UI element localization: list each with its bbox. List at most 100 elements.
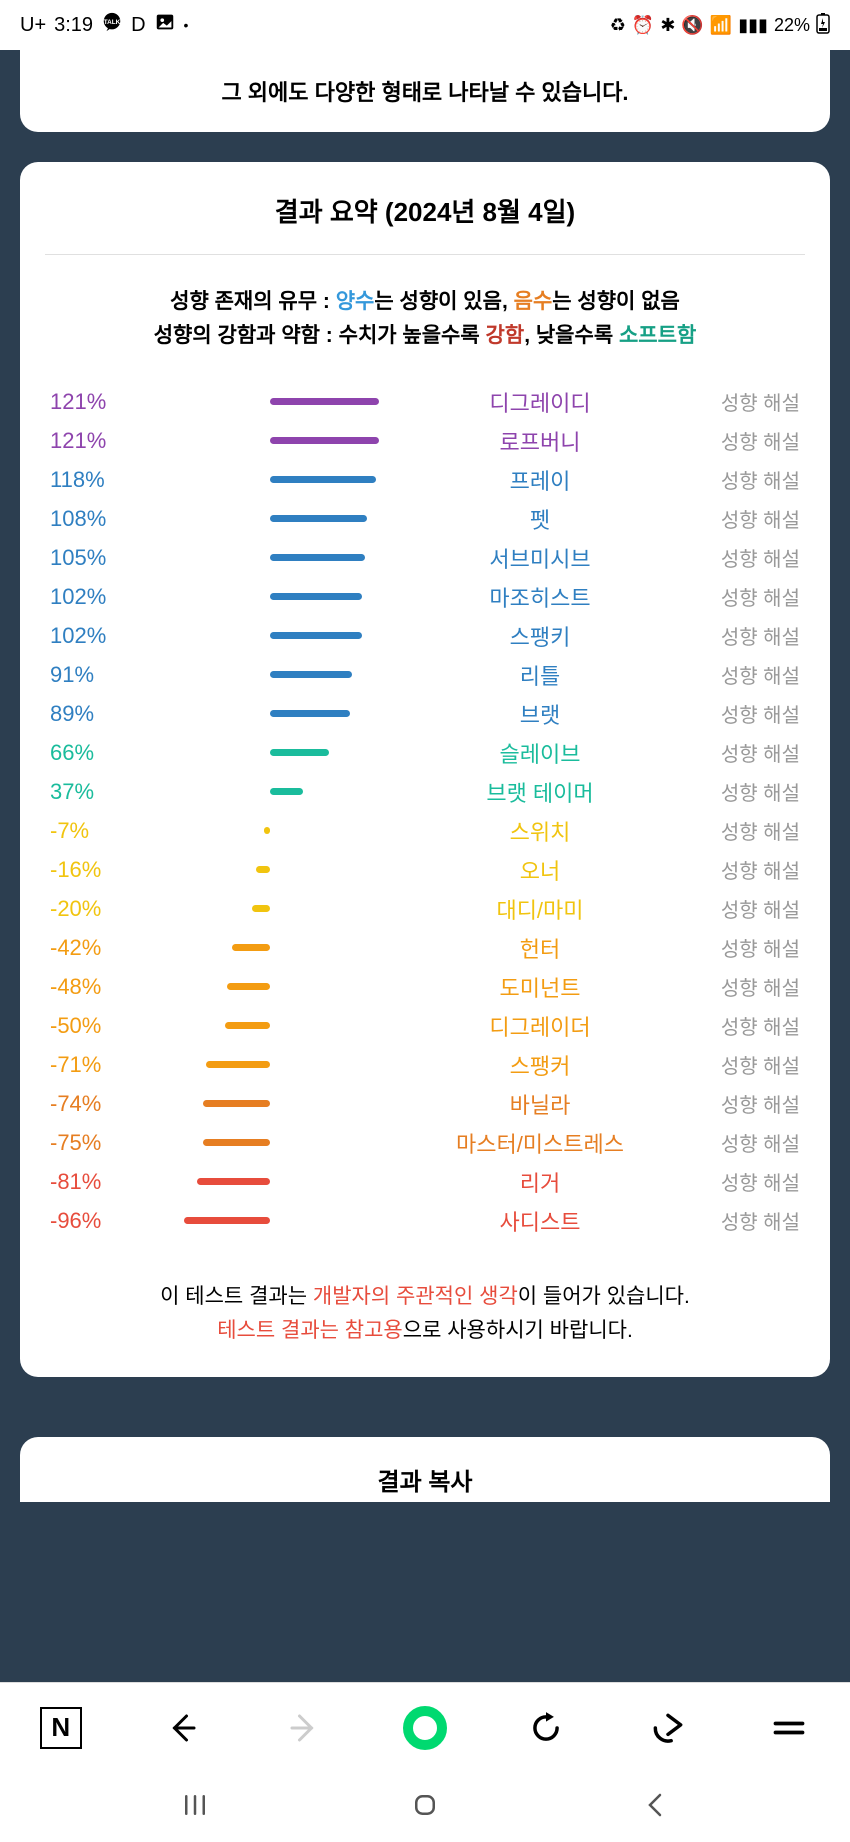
trait-label: 리거 xyxy=(390,1166,690,1198)
menu-button[interactable] xyxy=(767,1706,811,1750)
bar-area xyxy=(140,772,390,811)
chat-icon: TALK xyxy=(101,11,123,39)
explain-link[interactable]: 성향 해설 xyxy=(690,972,800,1001)
battery-icon xyxy=(816,12,830,39)
chart-row: -42%헌터성향 해설 xyxy=(50,928,800,967)
trait-label: 슬레이브 xyxy=(390,737,690,769)
trait-label: 서브미시브 xyxy=(390,542,690,574)
top-info-card: 그 외에도 다양한 형태로 나타날 수 있습니다. xyxy=(20,50,830,132)
d-label: D xyxy=(131,14,145,37)
bar-area xyxy=(140,616,390,655)
recycle-icon: ♻ xyxy=(610,15,626,36)
pct-label: 102% xyxy=(50,623,140,649)
explain-link[interactable]: 성향 해설 xyxy=(690,465,800,494)
trait-label: 로프버니 xyxy=(390,425,690,457)
trait-label: 디그레이디 xyxy=(390,386,690,418)
explain-link[interactable]: 성향 해설 xyxy=(690,543,800,572)
trait-label: 펫 xyxy=(390,503,690,535)
pct-label: 108% xyxy=(50,506,140,532)
bar-area xyxy=(140,889,390,928)
explain-link[interactable]: 성향 해설 xyxy=(690,738,800,767)
footer-note: 이 테스트 결과는 개발자의 주관적인 생각이 들어가 있습니다. 테스트 결과… xyxy=(45,1280,805,1347)
share-button[interactable] xyxy=(646,1706,690,1750)
time-label: 3:19 xyxy=(54,14,93,37)
explain-link[interactable]: 성향 해설 xyxy=(690,621,800,650)
pct-label: -71% xyxy=(50,1052,140,1078)
explain-link[interactable]: 성향 해설 xyxy=(690,777,800,806)
explain-link[interactable]: 성향 해설 xyxy=(690,1206,800,1235)
chart-row: 102%마조히스트성향 해설 xyxy=(50,577,800,616)
bar xyxy=(184,1217,270,1224)
trait-label: 헌터 xyxy=(390,932,690,964)
mute-icon: 🔇 xyxy=(681,15,703,36)
svg-text:TALK: TALK xyxy=(104,19,121,26)
explain-link[interactable]: 성향 해설 xyxy=(690,1089,800,1118)
explain-link[interactable]: 성향 해설 xyxy=(690,855,800,884)
bar-area xyxy=(140,928,390,967)
bar xyxy=(227,983,270,990)
pct-label: -75% xyxy=(50,1130,140,1156)
explain-link[interactable]: 성향 해설 xyxy=(690,1128,800,1157)
chart-row: 37%브랫 테이머성향 해설 xyxy=(50,772,800,811)
bar-area xyxy=(140,1201,390,1240)
pct-label: -81% xyxy=(50,1169,140,1195)
bar-area xyxy=(140,655,390,694)
back-button[interactable] xyxy=(160,1706,204,1750)
bar-area xyxy=(140,811,390,850)
bar-area xyxy=(140,1162,390,1201)
pct-label: -7% xyxy=(50,818,140,844)
trait-label: 사디스트 xyxy=(390,1205,690,1237)
bar xyxy=(203,1100,270,1107)
naver-button[interactable]: N xyxy=(39,1706,83,1750)
legend-line-1: 성향 존재의 유무 : 양수는 성향이 있음, 음수는 성향이 없음 xyxy=(45,285,805,319)
bar xyxy=(270,398,379,405)
signal-icon: ▮▮▮ xyxy=(738,15,768,36)
bar-area xyxy=(140,460,390,499)
chart-row: -74%바닐라성향 해설 xyxy=(50,1084,800,1123)
trait-label: 브랫 테이머 xyxy=(390,776,690,808)
explain-link[interactable]: 성향 해설 xyxy=(690,894,800,923)
trait-label: 오너 xyxy=(390,854,690,886)
home-nav-button[interactable] xyxy=(410,1790,440,1825)
explain-link[interactable]: 성향 해설 xyxy=(690,426,800,455)
trait-label: 브랫 xyxy=(390,698,690,730)
trait-label: 마스터/미스트레스 xyxy=(390,1127,690,1159)
refresh-button[interactable] xyxy=(524,1706,568,1750)
legend-strong: 강함 xyxy=(486,324,525,347)
back-nav-button[interactable] xyxy=(640,1790,670,1825)
wifi-icon: 📶 xyxy=(710,15,732,36)
trait-label: 디그레이더 xyxy=(390,1010,690,1042)
chart-row: 121%로프버니성향 해설 xyxy=(50,421,800,460)
explain-link[interactable]: 성향 해설 xyxy=(690,1167,800,1196)
summary-title: 결과 요약 (2024년 8월 4일) xyxy=(45,192,805,255)
explain-link[interactable]: 성향 해설 xyxy=(690,1011,800,1040)
battery-label: 22% xyxy=(774,15,810,36)
recents-button[interactable] xyxy=(180,1790,210,1825)
pct-label: 91% xyxy=(50,662,140,688)
bar xyxy=(270,632,362,639)
explain-link[interactable]: 성향 해설 xyxy=(690,1050,800,1079)
explain-link[interactable]: 성향 해설 xyxy=(690,504,800,533)
pct-label: -96% xyxy=(50,1208,140,1234)
trait-label: 대디/마미 xyxy=(390,893,690,925)
trait-label: 마조히스트 xyxy=(390,581,690,613)
dot-icon: • xyxy=(184,17,189,33)
bar-area xyxy=(140,694,390,733)
chart-row: -96% 사디스트성향 해설 xyxy=(50,1201,800,1240)
chart-row: 66%슬레이브성향 해설 xyxy=(50,733,800,772)
explain-link[interactable]: 성향 해설 xyxy=(690,660,800,689)
explain-link[interactable]: 성향 해설 xyxy=(690,582,800,611)
bar-area xyxy=(140,967,390,1006)
explain-link[interactable]: 성향 해설 xyxy=(690,933,800,962)
bar-area xyxy=(140,1045,390,1084)
bar xyxy=(270,554,365,561)
bar xyxy=(270,749,329,756)
pct-label: -48% xyxy=(50,974,140,1000)
explain-link[interactable]: 성향 해설 xyxy=(690,387,800,416)
home-button[interactable] xyxy=(403,1706,447,1750)
bar-area xyxy=(140,733,390,772)
forward-button[interactable] xyxy=(282,1706,326,1750)
footer-line-2: 테스트 결과는 참고용으로 사용하시기 바랍니다. xyxy=(45,1314,805,1348)
explain-link[interactable]: 성향 해설 xyxy=(690,816,800,845)
explain-link[interactable]: 성향 해설 xyxy=(690,699,800,728)
